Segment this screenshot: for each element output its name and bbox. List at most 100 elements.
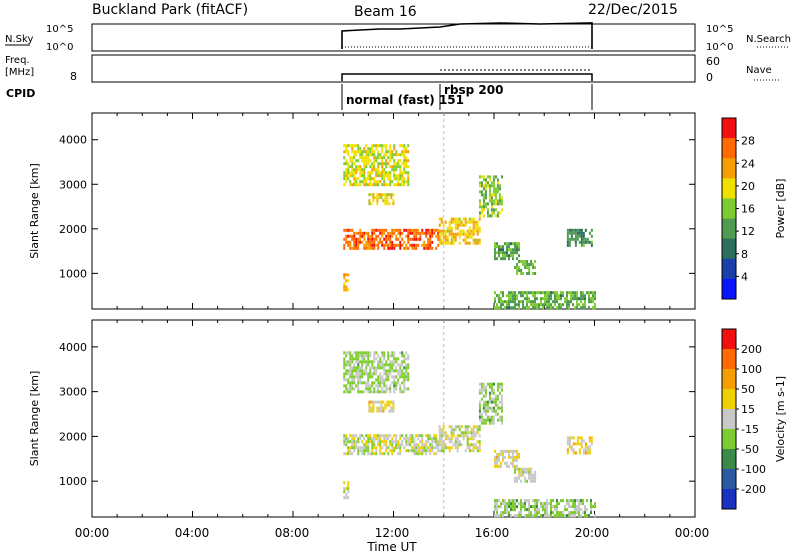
power-cell bbox=[524, 291, 526, 295]
power-cell bbox=[504, 257, 506, 261]
power-cell bbox=[390, 193, 393, 197]
power-cell bbox=[415, 243, 418, 247]
velocity-cell bbox=[357, 378, 360, 382]
power-cell bbox=[502, 291, 504, 295]
power-cell bbox=[371, 150, 374, 154]
velocity-cell bbox=[490, 400, 493, 404]
power-cell bbox=[452, 238, 455, 242]
power-cell bbox=[508, 242, 510, 246]
power-cell bbox=[474, 229, 477, 233]
velocity-cell bbox=[568, 439, 571, 443]
power-cell bbox=[353, 240, 356, 244]
power-cell bbox=[500, 245, 502, 249]
power-cell bbox=[546, 291, 548, 295]
velocity-cell bbox=[514, 499, 516, 503]
velocity-cell bbox=[538, 508, 540, 512]
power-cell bbox=[373, 237, 376, 241]
power-cell bbox=[590, 300, 592, 304]
power-cell bbox=[347, 165, 350, 169]
power-cell bbox=[379, 237, 382, 241]
power-cell bbox=[582, 243, 585, 247]
power-cell bbox=[484, 190, 487, 194]
velocity-cell bbox=[351, 440, 354, 444]
power-cell bbox=[458, 220, 461, 224]
velocity-cell bbox=[510, 461, 512, 465]
power-cell bbox=[450, 217, 453, 221]
velocity-cell bbox=[586, 514, 588, 518]
velocity-cell bbox=[494, 397, 497, 401]
power-cell bbox=[343, 243, 346, 247]
velocity-cell bbox=[389, 449, 392, 453]
power-cell bbox=[512, 294, 514, 298]
velocity-cell bbox=[512, 502, 514, 506]
power-cell bbox=[574, 294, 576, 298]
power-cell bbox=[365, 231, 368, 235]
power-cell bbox=[574, 297, 576, 301]
power-cell bbox=[534, 260, 537, 263]
x-axis-label: Time UT bbox=[366, 540, 417, 554]
velocity-cell bbox=[444, 434, 447, 438]
power-cell bbox=[456, 217, 459, 221]
power-region bbox=[368, 193, 395, 206]
power-cell bbox=[558, 297, 560, 301]
velocity-cell bbox=[405, 375, 408, 379]
velocity-cell bbox=[431, 440, 434, 444]
velocity-cell bbox=[377, 437, 380, 441]
power-cell bbox=[415, 231, 418, 235]
velocity-cell bbox=[490, 385, 493, 389]
power-cell bbox=[522, 272, 525, 275]
velocity-cell bbox=[512, 499, 514, 503]
power-cell bbox=[576, 297, 578, 301]
velocity-cell bbox=[524, 514, 526, 518]
velocity-cell bbox=[504, 499, 506, 503]
power-cell bbox=[413, 228, 416, 232]
velocity-colorbar-segment bbox=[722, 349, 736, 370]
power-cell bbox=[454, 220, 457, 224]
velocity-cell bbox=[349, 384, 352, 388]
power-cell bbox=[401, 180, 404, 184]
power-cell bbox=[351, 228, 354, 232]
velocity-cell bbox=[377, 354, 380, 358]
velocity-cell bbox=[454, 437, 457, 441]
power-cell bbox=[472, 241, 475, 245]
velocity-cell bbox=[391, 363, 394, 367]
velocity-cell bbox=[373, 446, 376, 450]
power-cell bbox=[368, 199, 371, 203]
velocity-cell bbox=[359, 369, 362, 373]
power-cell bbox=[389, 171, 392, 175]
power-cell bbox=[388, 193, 391, 197]
power-cell bbox=[580, 297, 582, 301]
velocity-cell bbox=[484, 418, 487, 422]
power-cell bbox=[572, 291, 574, 295]
velocity-cell bbox=[363, 437, 366, 441]
velocity-cell bbox=[490, 397, 493, 401]
power-cell bbox=[438, 235, 441, 239]
power-cell bbox=[349, 156, 352, 160]
power-cell bbox=[502, 251, 504, 255]
power-cell bbox=[381, 156, 384, 160]
power-cell bbox=[361, 150, 364, 154]
power-cell bbox=[365, 183, 368, 187]
power-cell bbox=[349, 144, 352, 148]
power-cell bbox=[387, 174, 390, 178]
velocity-cell bbox=[375, 357, 378, 361]
power-cell bbox=[381, 162, 384, 166]
velocity-cell bbox=[500, 449, 502, 453]
power-cell bbox=[399, 231, 402, 235]
velocity-cell bbox=[446, 437, 449, 441]
velocity-cell bbox=[378, 406, 381, 410]
velocity-cell bbox=[349, 357, 352, 361]
velocity-cell bbox=[528, 470, 531, 474]
velocity-cell bbox=[472, 431, 475, 435]
velocity-cell bbox=[405, 357, 408, 361]
power-cell bbox=[578, 228, 581, 232]
power-cell bbox=[482, 187, 485, 191]
velocity-cell bbox=[484, 391, 487, 395]
power-cell bbox=[413, 237, 416, 241]
velocity-cell bbox=[552, 505, 554, 509]
velocity-cell bbox=[506, 511, 508, 515]
power-cell bbox=[524, 306, 526, 310]
power-cell bbox=[482, 178, 485, 182]
velocity-cell bbox=[376, 406, 379, 410]
